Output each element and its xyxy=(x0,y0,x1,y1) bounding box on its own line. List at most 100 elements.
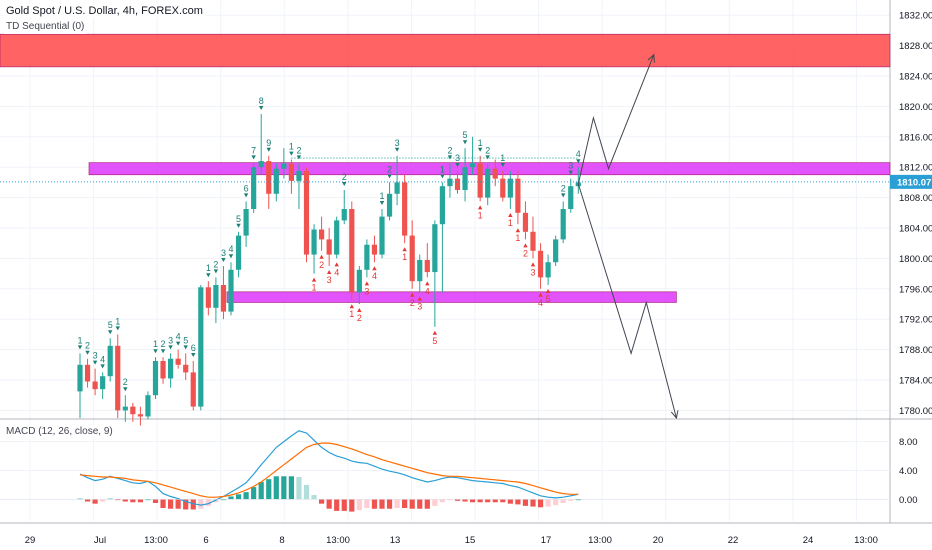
td-count-label: 3 xyxy=(168,335,173,345)
price-tick-label: 1824.00 xyxy=(899,72,932,83)
td-count-label: 1 xyxy=(289,142,294,152)
candle-down xyxy=(349,209,355,293)
candle-down xyxy=(537,250,544,278)
td-arrow-down xyxy=(206,273,211,278)
macd-histogram-bar xyxy=(447,499,453,501)
candle-up xyxy=(334,220,340,255)
td-count-label: 9 xyxy=(266,138,271,148)
macd-histogram-bar xyxy=(281,476,287,500)
td-count-label: 2 xyxy=(342,172,347,182)
td-count-label: 6 xyxy=(191,343,196,353)
macd-histogram-bar xyxy=(485,499,491,503)
candle-down xyxy=(477,163,483,198)
td-count-label: 5 xyxy=(432,336,437,346)
candle-down xyxy=(326,239,332,255)
td-count-label: 1 xyxy=(440,164,445,174)
macd-histogram-bar xyxy=(507,499,513,504)
macd-histogram-bar xyxy=(409,499,415,509)
candle-up xyxy=(439,186,445,225)
td-arrow-down xyxy=(394,147,400,152)
td-count-label: 4 xyxy=(372,271,377,281)
macd-histogram-bar xyxy=(213,499,219,503)
candle-down xyxy=(175,358,181,365)
td-arrow-down xyxy=(228,254,234,259)
macd-histogram-bar xyxy=(515,499,521,505)
candle-down xyxy=(530,231,536,251)
candle-up xyxy=(100,376,106,390)
td-arrow-down xyxy=(175,341,181,346)
td-count-label: 1 xyxy=(478,138,483,148)
td-count-label: 7 xyxy=(251,145,256,155)
candle-down xyxy=(183,364,189,373)
macd-histogram-bar xyxy=(492,499,498,503)
macd-histogram-bar xyxy=(137,499,143,503)
candle-up xyxy=(251,167,257,209)
time-tick-label: 15 xyxy=(465,535,476,546)
macd-histogram-bar xyxy=(386,499,393,509)
macd-histogram-bar xyxy=(371,499,378,509)
macd-histogram-bar xyxy=(228,496,234,500)
td-arrow-down xyxy=(168,345,173,350)
time-tick-label: 6 xyxy=(203,535,208,546)
td-count-label: 1 xyxy=(500,153,505,163)
td-count-label: 3 xyxy=(530,267,535,277)
macd-histogram-bar xyxy=(107,498,113,500)
axis-layer: 1832.001828.001824.001820.001816.001812.… xyxy=(25,11,932,546)
macd-histogram-bar xyxy=(220,499,227,501)
td-arrow-down xyxy=(379,201,385,205)
macd-histogram-bar xyxy=(288,476,294,500)
td-arrow-down xyxy=(440,174,445,179)
td-count-label: 2 xyxy=(85,341,90,351)
macd-histogram-bar xyxy=(235,494,242,500)
td-arrow-down xyxy=(236,223,241,228)
macd-histogram-bar xyxy=(168,499,174,509)
td-arrow-down xyxy=(123,387,128,392)
td-arrow-down xyxy=(342,182,347,186)
macd-histogram-bar xyxy=(77,498,83,500)
chart-title: Gold Spot / U.S. Dollar, 4h, FOREX.com xyxy=(4,4,205,18)
td-arrow-down xyxy=(568,170,573,175)
td-count-label: 3 xyxy=(364,286,369,296)
macd-histogram-bar xyxy=(560,499,566,503)
td-count-label: 2 xyxy=(161,339,166,349)
td-arrow-down xyxy=(576,159,581,164)
td-count-label: 1 xyxy=(379,191,384,201)
td-count-label: 3 xyxy=(455,153,460,163)
time-tick-label: 29 xyxy=(25,535,36,546)
time-tick-label: 20 xyxy=(653,535,664,546)
td-count-label: 5 xyxy=(183,335,188,345)
macd-histogram-bar xyxy=(183,499,189,510)
td-count-label: 2 xyxy=(485,145,490,155)
macd-tick-label: 4.00 xyxy=(899,466,918,477)
candle-up xyxy=(560,209,566,240)
macd-histogram-bar xyxy=(145,499,151,501)
td-count-label: 1 xyxy=(115,316,120,326)
td-arrow-down xyxy=(447,155,453,160)
macd-histogram-bar xyxy=(530,499,536,507)
candle-down xyxy=(371,244,378,255)
td-arrow-down xyxy=(251,155,256,160)
candle-down xyxy=(522,212,529,232)
projection-path-1 xyxy=(577,183,677,419)
td-arrow-down xyxy=(266,147,271,152)
macd-histogram-bar xyxy=(303,484,310,500)
candle-up xyxy=(470,163,476,168)
td-count-label: 3 xyxy=(327,275,332,285)
td-count-label: 1 xyxy=(206,263,211,273)
macd-histogram-bar xyxy=(553,499,559,506)
td-count-label: 2 xyxy=(561,183,566,193)
td-arrow-down xyxy=(77,345,83,350)
projection-layer xyxy=(577,53,679,420)
current-price-label: 1810.07 xyxy=(897,177,931,188)
td-arrow-down xyxy=(477,147,483,152)
td-arrow-down xyxy=(115,326,120,331)
td-count-label: 1 xyxy=(153,339,158,349)
td-arrow-up xyxy=(523,243,528,248)
candle-down xyxy=(160,361,166,379)
time-tick-label: 13:00 xyxy=(326,535,350,546)
td-arrow-up xyxy=(364,281,370,286)
macd-histogram-bar xyxy=(402,499,408,509)
